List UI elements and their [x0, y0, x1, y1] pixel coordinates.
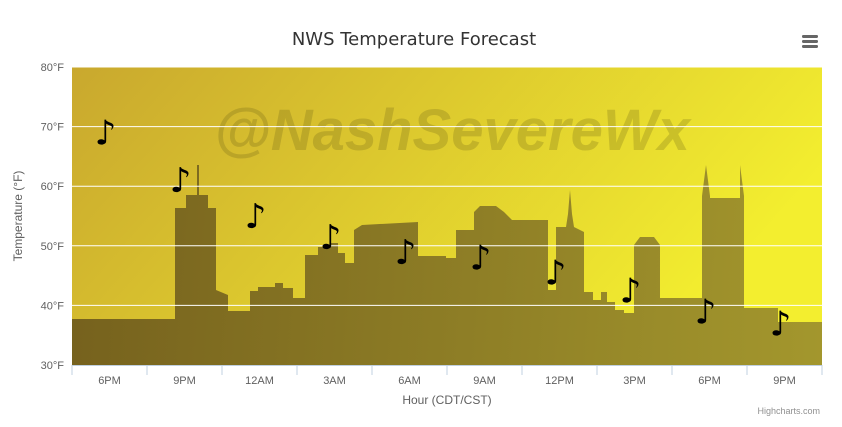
x-axis-title: Hour (CDT/CST): [402, 393, 491, 407]
x-tick-label: 9PM: [773, 375, 796, 387]
y-tick-label: 40°F: [41, 300, 65, 312]
skyline-silhouette: [72, 165, 822, 365]
x-axis: 6PM 9PM 12AM 3AM 6AM 9AM 12PM 3PM 6PM 9PM: [71, 365, 823, 387]
data-point-marker[interactable]: ♪: [770, 304, 792, 344]
hamburger-menu-icon[interactable]: [800, 30, 820, 52]
series-markers: ♪ ♪ ♪ ♪ ♪ ♪ ♪ ♪ ♪ ♪: [95, 114, 792, 345]
watermark: @NashSevereWx: [214, 98, 692, 163]
chart-title: NWS Temperature Forecast: [292, 29, 536, 50]
credits-link[interactable]: Highcharts.com: [757, 406, 820, 416]
x-tick-label: 3AM: [323, 375, 346, 387]
data-point-marker[interactable]: ♪: [620, 272, 642, 312]
data-point-marker[interactable]: ♪: [95, 114, 117, 154]
y-tick-label: 80°F: [41, 62, 65, 74]
x-tick-label: 6AM: [398, 375, 421, 387]
y-axis-ticks: 30°F 40°F 50°F 60°F 70°F 80°F: [41, 62, 65, 372]
data-point-marker[interactable]: ♪: [545, 254, 567, 294]
data-point-marker[interactable]: ♪: [695, 292, 717, 332]
x-tick-label: 12AM: [245, 375, 274, 387]
data-point-marker[interactable]: ♪: [470, 239, 492, 279]
x-tick-label: 12PM: [545, 375, 574, 387]
data-point-marker[interactable]: ♪: [245, 197, 267, 237]
x-tick-label: 9AM: [473, 375, 496, 387]
y-tick-label: 60°F: [41, 181, 65, 193]
grid-lines: [72, 66, 822, 306]
x-tick-label: 6PM: [698, 375, 721, 387]
x-tick-label: 3PM: [623, 375, 646, 387]
y-axis-title: Temperature (°F): [11, 171, 25, 262]
x-tick-label: 9PM: [173, 375, 196, 387]
data-point-marker[interactable]: ♪: [395, 233, 417, 273]
data-point-marker[interactable]: ♪: [170, 161, 192, 201]
x-tick-label: 6PM: [98, 375, 121, 387]
y-tick-label: 70°F: [41, 122, 65, 134]
data-point-marker[interactable]: ♪: [320, 218, 342, 258]
y-tick-label: 50°F: [41, 241, 65, 253]
y-tick-label: 30°F: [41, 360, 65, 372]
